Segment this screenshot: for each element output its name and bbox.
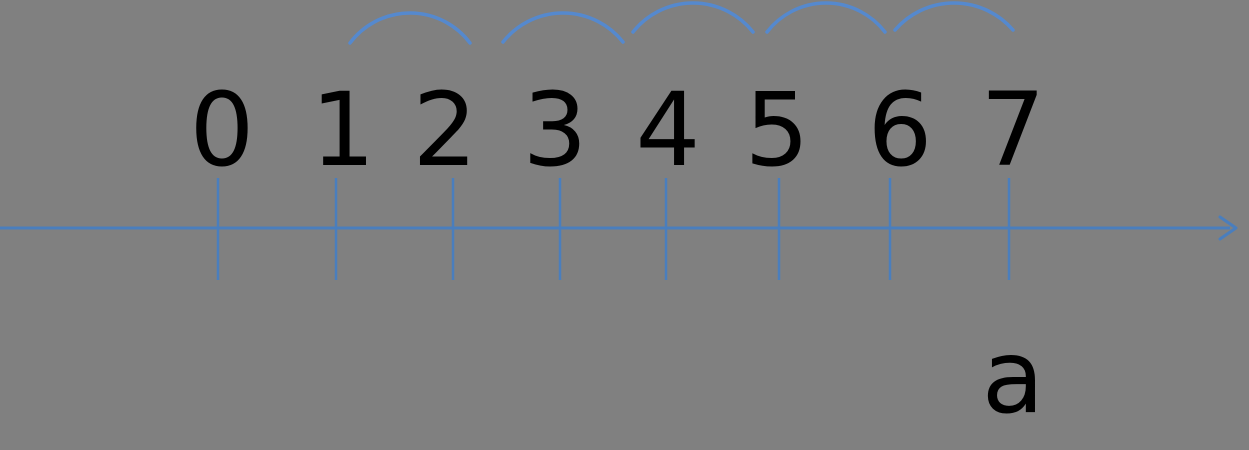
variable-label: a [982, 318, 1045, 437]
tick-number-label: 7 [981, 71, 1046, 190]
jump-arc [501, 11, 625, 44]
jump-arcs [348, 1, 1015, 45]
tick-number-label: 2 [413, 71, 478, 190]
axis-arrowhead-icon [1218, 215, 1238, 241]
jump-arc [631, 1, 755, 34]
tick-number-label: 0 [190, 71, 255, 190]
tick-number-label: 3 [523, 71, 588, 190]
tick-number-label: 6 [868, 71, 933, 190]
axis [0, 215, 1238, 241]
jump-arc [348, 11, 472, 45]
jump-arc [765, 1, 887, 34]
tick-number-label: 1 [311, 71, 376, 190]
jump-arc [893, 1, 1015, 32]
tick-number-label: 5 [745, 71, 810, 190]
tick-number-label: 4 [636, 71, 701, 190]
tick-marks [216, 178, 1011, 280]
